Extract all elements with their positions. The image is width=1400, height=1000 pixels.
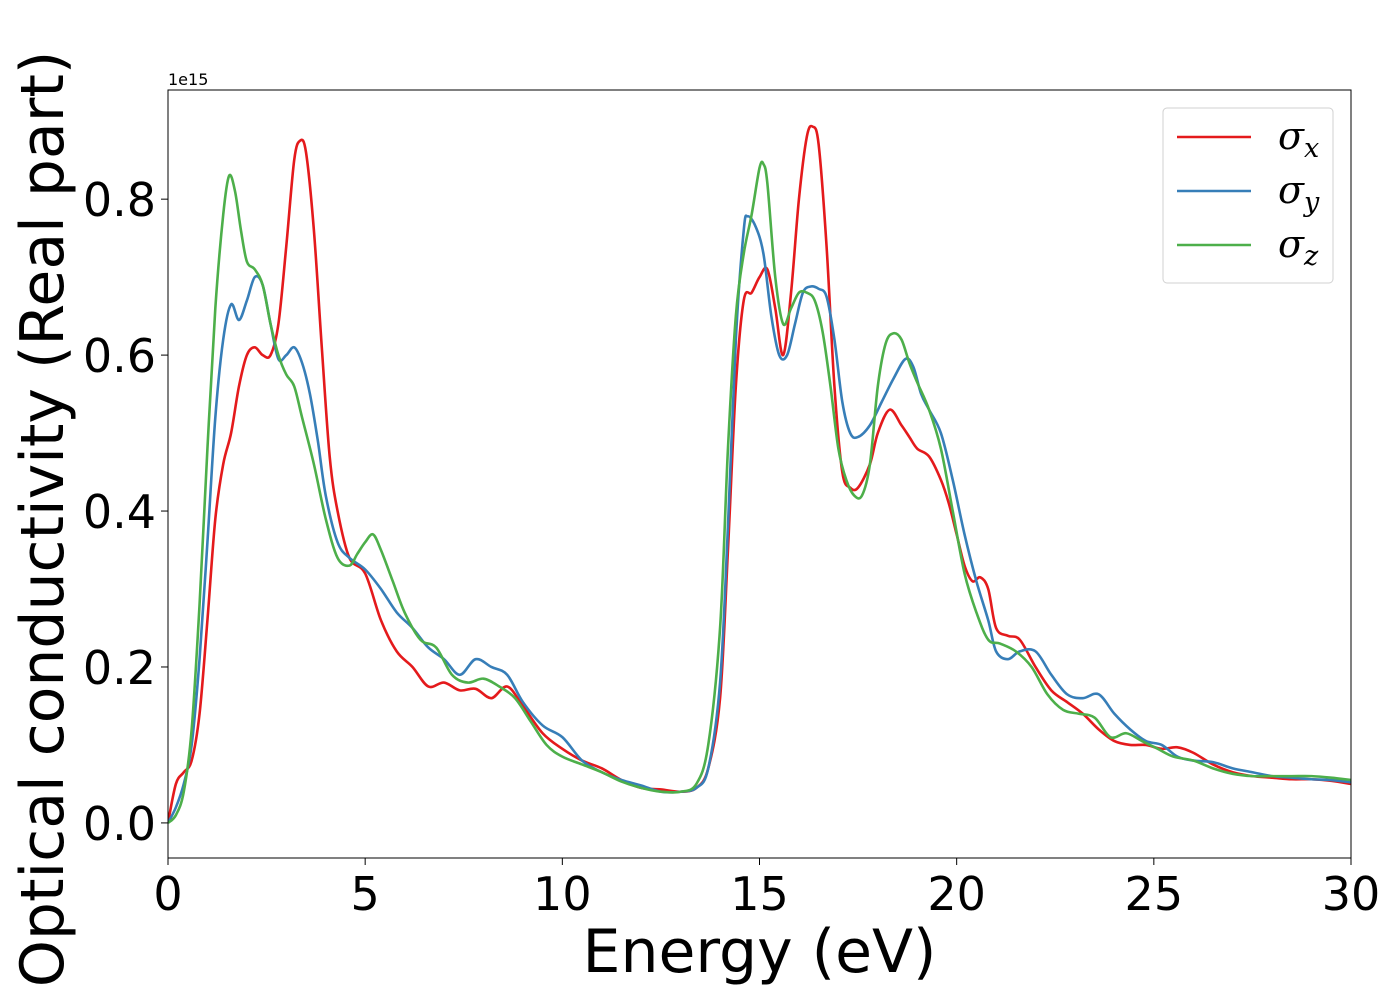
series-line-sigma-y xyxy=(168,214,1351,824)
x-tick-label: 15 xyxy=(730,867,789,921)
y-tick-label: 0.4 xyxy=(83,485,156,539)
x-tick-label: 30 xyxy=(1322,867,1381,921)
y-tick-label: 0.8 xyxy=(83,173,156,227)
x-tick-label: 25 xyxy=(1125,867,1184,921)
legend-frame xyxy=(1162,107,1334,284)
legend-label: σz xyxy=(1278,222,1319,272)
x-axis-ticks: 0 5 10 15 20 25 30 xyxy=(153,858,1380,921)
x-tick-label: 20 xyxy=(927,867,986,921)
legend-symbol: σ xyxy=(1278,222,1305,266)
legend-label: σx xyxy=(1278,114,1319,164)
x-tick-label: 10 xyxy=(533,867,592,921)
y-axis-offset-label: 1e15 xyxy=(168,70,208,89)
legend-entry-sigma-x: σx xyxy=(1177,114,1319,164)
series-line-sigma-z xyxy=(168,160,1351,824)
y-tick-label: 0.2 xyxy=(83,641,156,695)
legend-entry-sigma-y: σy xyxy=(1177,168,1320,218)
series-line-sigma-x xyxy=(168,124,1351,824)
legend-symbol: σ xyxy=(1278,168,1305,212)
x-tick-label: 5 xyxy=(351,867,380,921)
series-layer xyxy=(168,124,1351,824)
y-tick-label: 0.0 xyxy=(83,797,156,851)
legend-subscript: z xyxy=(1303,241,1319,272)
legend-symbol: σ xyxy=(1278,114,1305,158)
legend-label: σy xyxy=(1278,168,1320,218)
y-tick-label: 0.6 xyxy=(83,329,156,383)
y-axis-title: Optical conductivity (Real part) xyxy=(8,51,78,988)
y-axis-ticks: 0.0 0.2 0.4 0.6 0.8 xyxy=(83,173,168,851)
legend-subscript: y xyxy=(1303,187,1320,218)
x-axis-title: Energy (eV) xyxy=(583,917,937,987)
x-tick-label: 0 xyxy=(153,867,182,921)
legend-subscript: x xyxy=(1304,133,1319,164)
legend-entry-sigma-z: σz xyxy=(1177,222,1319,272)
